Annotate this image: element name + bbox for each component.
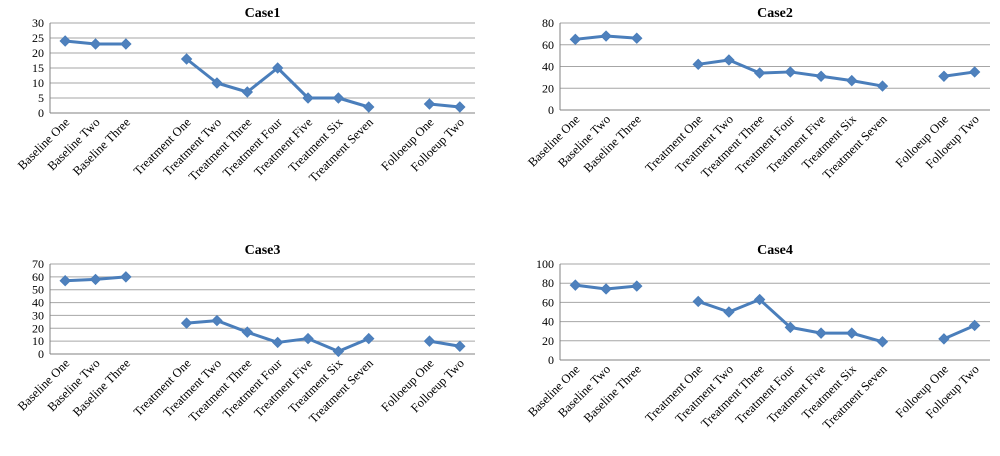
- y-tick-label: 20: [32, 321, 44, 335]
- y-tick-label: 0: [38, 347, 44, 361]
- data-point: [180, 317, 193, 329]
- data-point: [363, 101, 375, 113]
- data-point: [753, 67, 766, 79]
- y-tick-label: 40: [542, 315, 554, 329]
- series-line: [942, 323, 977, 341]
- data-point: [180, 53, 193, 65]
- y-tick-label: 20: [542, 334, 554, 348]
- data-point: [271, 336, 284, 349]
- data-point: [815, 327, 827, 339]
- data-point: [631, 280, 643, 292]
- data-point: [332, 345, 345, 358]
- data-point: [753, 293, 766, 306]
- y-tick-label: 60: [32, 270, 44, 284]
- data-point: [569, 33, 582, 46]
- data-point: [723, 306, 735, 318]
- data-point: [59, 35, 71, 47]
- y-tick-label: 15: [32, 61, 44, 75]
- data-point: [302, 332, 314, 345]
- y-tick-label: 0: [548, 103, 554, 117]
- data-point: [423, 98, 436, 110]
- data-point: [120, 271, 132, 283]
- data-point: [968, 66, 981, 78]
- data-point: [938, 333, 950, 345]
- y-tick-label: 30: [32, 16, 44, 30]
- y-tick-label: 0: [38, 106, 44, 120]
- y-tick-label: 25: [32, 31, 44, 45]
- y-tick-label: 80: [542, 276, 554, 290]
- data-point: [363, 332, 375, 345]
- data-point: [241, 86, 254, 98]
- data-point: [876, 336, 889, 348]
- y-tick-label: 20: [32, 46, 44, 60]
- data-point: [89, 273, 102, 286]
- y-tick-label: 70: [32, 257, 44, 271]
- data-point: [692, 58, 704, 71]
- y-tick-label: 20: [542, 81, 554, 95]
- chart-title: Case4: [757, 243, 793, 258]
- y-tick-label: 60: [542, 38, 554, 52]
- y-tick-label: 40: [542, 60, 554, 74]
- y-tick-label: 60: [542, 295, 554, 309]
- series-line: [427, 339, 462, 348]
- y-tick-label: 10: [32, 334, 44, 348]
- y-tick-label: 5: [38, 91, 44, 105]
- data-point: [89, 38, 102, 50]
- chart-title: Case3: [245, 243, 281, 258]
- data-point: [423, 335, 436, 347]
- data-point: [569, 279, 582, 291]
- data-point: [692, 295, 704, 308]
- data-point: [968, 319, 981, 332]
- data-point: [271, 62, 284, 74]
- y-tick-label: 10: [32, 76, 44, 90]
- data-point: [120, 38, 132, 50]
- series-line: [942, 70, 977, 78]
- data-point: [784, 66, 797, 78]
- data-point: [723, 54, 735, 66]
- data-point: [846, 327, 858, 339]
- data-point: [454, 101, 466, 113]
- y-tick-label: 80: [542, 16, 554, 30]
- data-point: [302, 92, 314, 104]
- y-tick-label: 30: [32, 308, 44, 322]
- chart-title: Case2: [757, 6, 793, 21]
- data-point: [211, 314, 223, 327]
- y-tick-label: 100: [536, 257, 554, 271]
- data-point: [876, 80, 889, 92]
- data-point: [815, 70, 827, 82]
- chart-title: Case1: [245, 6, 281, 21]
- data-point: [241, 326, 254, 338]
- y-tick-label: 40: [32, 296, 44, 310]
- data-point: [938, 70, 950, 82]
- data-point: [631, 32, 643, 44]
- y-tick-label: 0: [548, 353, 554, 367]
- data-point: [846, 74, 858, 87]
- y-tick-label: 50: [32, 283, 44, 297]
- data-point: [454, 340, 466, 352]
- data-point: [600, 283, 612, 295]
- data-point: [211, 77, 223, 89]
- data-point: [600, 30, 612, 42]
- data-point: [332, 92, 345, 104]
- data-point: [59, 275, 71, 287]
- data-point: [784, 321, 797, 334]
